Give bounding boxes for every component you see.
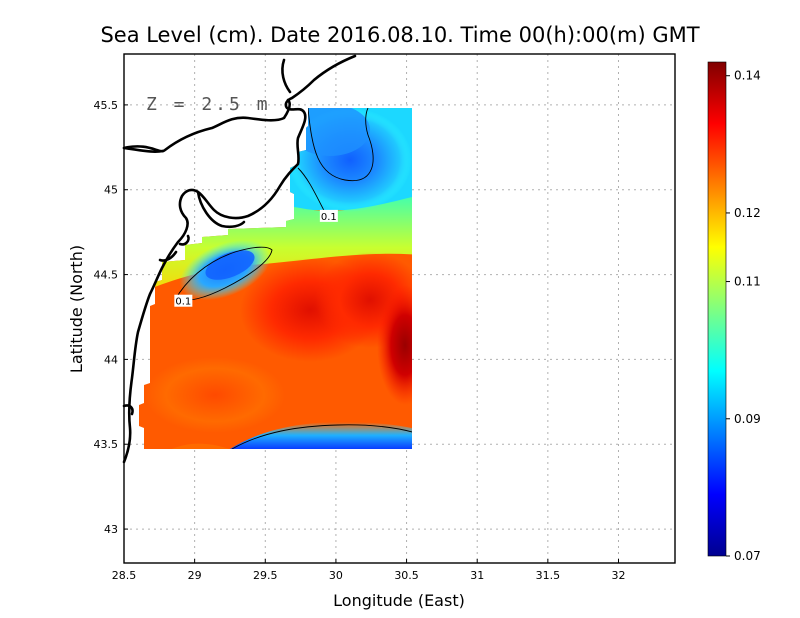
colorbar-tick-label: 0.09 xyxy=(734,412,761,426)
x-axis-ticks: 28.5 29 29.5 30 30.5 31 31.5 32 xyxy=(112,559,625,582)
x-tick-label: 31.5 xyxy=(536,569,561,582)
x-tick-label: 28.5 xyxy=(112,569,137,582)
x-tick-label: 32 xyxy=(611,569,625,582)
chart-title: Sea Level (cm). Date 2016.08.10. Time 00… xyxy=(100,23,699,47)
plot-frame xyxy=(123,53,676,564)
y-tick-label: 44 xyxy=(104,353,118,366)
x-tick-label: 30 xyxy=(329,569,343,582)
colorbar-ticks: 0.07 0.09 0.11 0.12 0.14 xyxy=(726,69,761,563)
colorbar-tick-label: 0.11 xyxy=(734,275,761,289)
x-tick-label: 31 xyxy=(470,569,484,582)
y-axis-ticks: 43 43.5 44 44.5 45 45.5 xyxy=(94,99,128,536)
x-tick-label: 30.5 xyxy=(394,569,419,582)
colorbar-tick-label: 0.14 xyxy=(734,69,761,83)
x-tick-label: 29.5 xyxy=(253,569,278,582)
y-tick-label: 44.5 xyxy=(94,269,119,282)
depth-label: Z = 2.5 m xyxy=(146,94,271,115)
y-axis-title: Latitude (North) xyxy=(67,245,86,373)
contour-label: 0.1 xyxy=(321,212,337,223)
y-tick-label: 45.5 xyxy=(94,99,119,112)
y-tick-label: 43.5 xyxy=(94,438,119,451)
contour-label-bg xyxy=(174,294,193,307)
contour-label: 0.1 xyxy=(175,297,191,308)
contour-labels: 0.1 0.1 xyxy=(174,209,338,308)
contour-label-bg xyxy=(319,209,338,222)
x-tick-label: 29 xyxy=(188,569,202,582)
colorbar-bar xyxy=(707,61,727,557)
colorbar-tick-label: 0.12 xyxy=(734,206,761,220)
y-tick-label: 45 xyxy=(104,184,118,197)
colorbar-tick-label: 0.07 xyxy=(734,549,761,563)
coastline xyxy=(122,54,357,464)
x-axis-title: Longitude (East) xyxy=(333,591,465,610)
y-tick-label: 43 xyxy=(104,523,118,536)
colorbar: 0.07 0.09 0.11 0.12 0.14 xyxy=(707,61,761,563)
